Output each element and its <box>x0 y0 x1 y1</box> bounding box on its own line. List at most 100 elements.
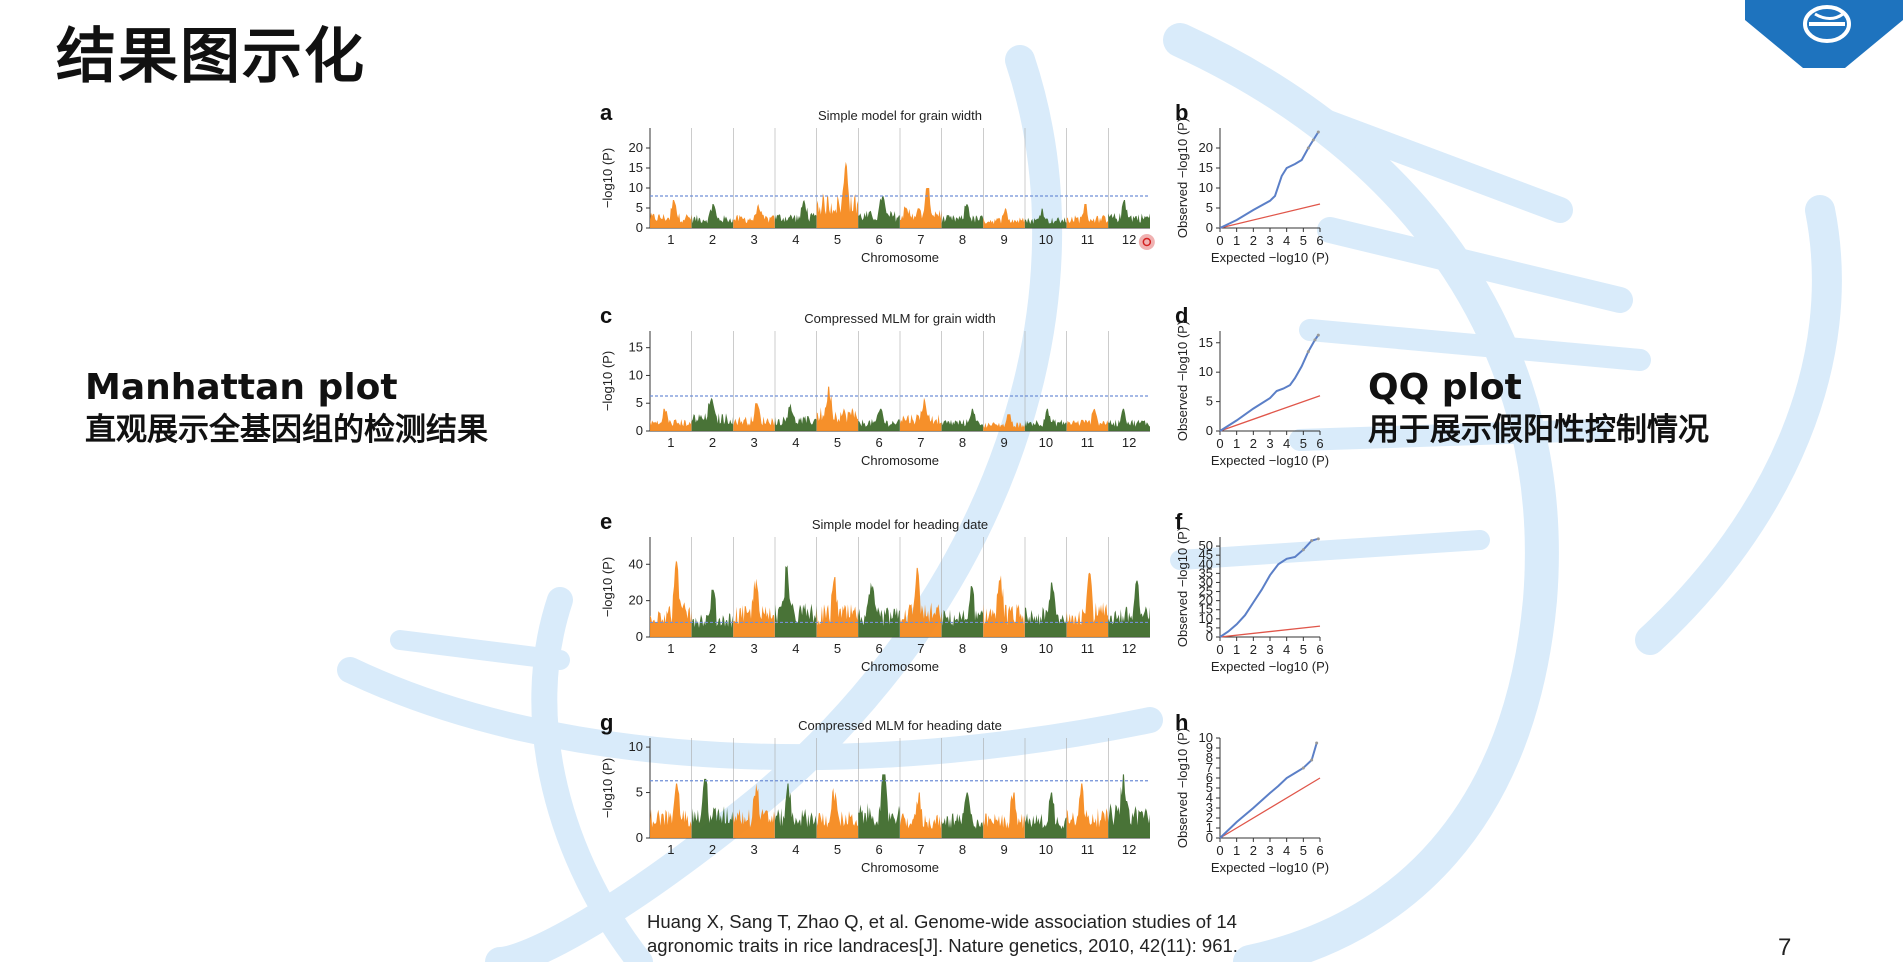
x-tick-label: 6 <box>1316 436 1323 451</box>
chromosome-4-points <box>775 200 817 228</box>
chromosome-2-points <box>691 778 734 838</box>
observed-point <box>1311 138 1315 142</box>
citation: Huang X, Sang T, Zhao Q, et al. Genome-w… <box>647 910 1238 958</box>
chromosome-tick-label: 1 <box>667 435 674 450</box>
y-tick-label: 20 <box>629 593 643 608</box>
y-axis-label: −log10 (P) <box>600 758 615 818</box>
y-tick-label: 40 <box>629 556 643 571</box>
chromosome-tick-label: 8 <box>959 435 966 450</box>
y-axis-label: Observed −log10 (P) <box>1175 527 1190 647</box>
y-axis-label: −log10 (P) <box>600 351 615 411</box>
chromosome-5-points <box>816 788 859 838</box>
y-tick-label: 5 <box>1206 620 1213 635</box>
chromosome-3-points <box>733 204 775 228</box>
y-tick-label: 0 <box>1206 830 1213 845</box>
chromosome-4-points <box>775 565 817 637</box>
observed-point <box>1313 338 1317 342</box>
chromosome-tick-label: 10 <box>1039 641 1053 656</box>
y-tick-label: 20 <box>629 140 643 155</box>
x-tick-label: 2 <box>1250 642 1257 657</box>
chromosome-tick-label: 3 <box>751 435 758 450</box>
x-tick-label: 3 <box>1266 843 1273 858</box>
chromosome-5-points <box>816 386 859 431</box>
y-tick-label: 9 <box>1206 740 1213 755</box>
manhattan-subtitle: 直观展示全基因组的检测结果 <box>85 412 488 448</box>
observed-point <box>1316 537 1320 541</box>
chromosome-7-points <box>900 792 942 838</box>
chromosome-10-points <box>1025 208 1067 228</box>
y-tick-label: 7 <box>1206 760 1213 775</box>
chromosome-tick-label: 5 <box>834 435 841 450</box>
y-tick-label: 8 <box>1206 750 1213 765</box>
chromosome-tick-label: 3 <box>751 842 758 857</box>
y-tick-label: 2 <box>1206 810 1213 825</box>
y-tick-label: 10 <box>629 367 643 382</box>
chromosome-tick-label: 6 <box>876 641 883 656</box>
y-tick-label: 10 <box>1199 180 1213 195</box>
x-axis-label: Chromosome <box>861 453 939 468</box>
y-tick-label: 0 <box>1206 220 1213 235</box>
observed-point <box>1310 539 1314 543</box>
chromosome-1-points <box>650 560 692 637</box>
chromosome-tick-label: 4 <box>792 232 799 247</box>
qq-heading: QQ plot <box>1368 367 1522 408</box>
chromosome-tick-label: 11 <box>1081 232 1095 247</box>
panel-label: a <box>600 100 613 125</box>
chromosome-1-points <box>650 200 692 228</box>
chromosome-3-points <box>733 403 775 431</box>
y-tick-label: 30 <box>1199 574 1213 589</box>
chromosome-11-points <box>1066 572 1109 637</box>
mouse-cursor-indicator <box>1138 234 1155 250</box>
observed-point <box>1301 548 1305 552</box>
y-tick-label: 0 <box>636 830 643 845</box>
y-tick-label: 20 <box>1199 593 1213 608</box>
observed-point <box>1316 130 1320 134</box>
panel-label: h <box>1175 710 1188 735</box>
chromosome-8-points <box>941 792 984 838</box>
chromosome-9-points <box>983 792 1025 838</box>
chromosome-tick-label: 3 <box>751 232 758 247</box>
y-tick-label: 15 <box>1199 602 1213 617</box>
panel-label: e <box>600 509 612 534</box>
x-axis-label: Chromosome <box>861 250 939 265</box>
chromosome-tick-label: 4 <box>792 842 799 857</box>
chromosome-tick-label: 6 <box>876 842 883 857</box>
observed-point <box>1315 741 1319 745</box>
manhattan-plot-a: a Simple model for grain width05101520−lo… <box>600 100 1150 265</box>
y-tick-label: 50 <box>1199 538 1213 553</box>
citation-line-1: Huang X, Sang T, Zhao Q, et al. Genome-w… <box>647 911 1237 932</box>
expected-line <box>1219 395 1321 432</box>
x-tick-label: 0 <box>1216 642 1223 657</box>
x-tick-label: 6 <box>1316 843 1323 858</box>
panel-label: f <box>1175 509 1183 534</box>
chromosome-tick-label: 9 <box>1001 842 1008 857</box>
x-tick-label: 2 <box>1250 843 1257 858</box>
chromosome-tick-label: 2 <box>709 842 716 857</box>
chromosome-7-points <box>900 397 942 431</box>
chromosome-3-points <box>733 783 775 838</box>
observed-curve <box>1219 537 1319 638</box>
y-tick-label: 6 <box>1206 770 1213 785</box>
chromosome-tick-label: 11 <box>1081 435 1095 450</box>
x-tick-label: 0 <box>1216 843 1223 858</box>
y-tick-label: 15 <box>1199 160 1213 175</box>
chromosome-6-points <box>858 408 900 431</box>
observed-point <box>1316 333 1320 337</box>
chromosome-tick-label: 12 <box>1122 435 1136 450</box>
x-tick-label: 4 <box>1283 843 1290 858</box>
x-tick-label: 6 <box>1316 233 1323 248</box>
manhattan-plot-c: c Compressed MLM for grain width051015−lo… <box>600 303 1150 468</box>
x-tick-label: 6 <box>1316 642 1323 657</box>
panel-label: d <box>1175 303 1188 328</box>
chromosome-tick-label: 7 <box>917 842 924 857</box>
chromosome-tick-label: 10 <box>1039 842 1053 857</box>
chromosome-tick-label: 11 <box>1081 641 1095 656</box>
chromosome-12-points <box>1108 580 1150 637</box>
plot-title: Simple model for grain width <box>818 108 982 123</box>
chromosome-6-points <box>858 774 900 838</box>
manhattan-plot-g: g Compressed MLM for heading date 0 5 10 −log… <box>600 710 1150 875</box>
slide-title: 结果图示化 <box>56 22 366 92</box>
